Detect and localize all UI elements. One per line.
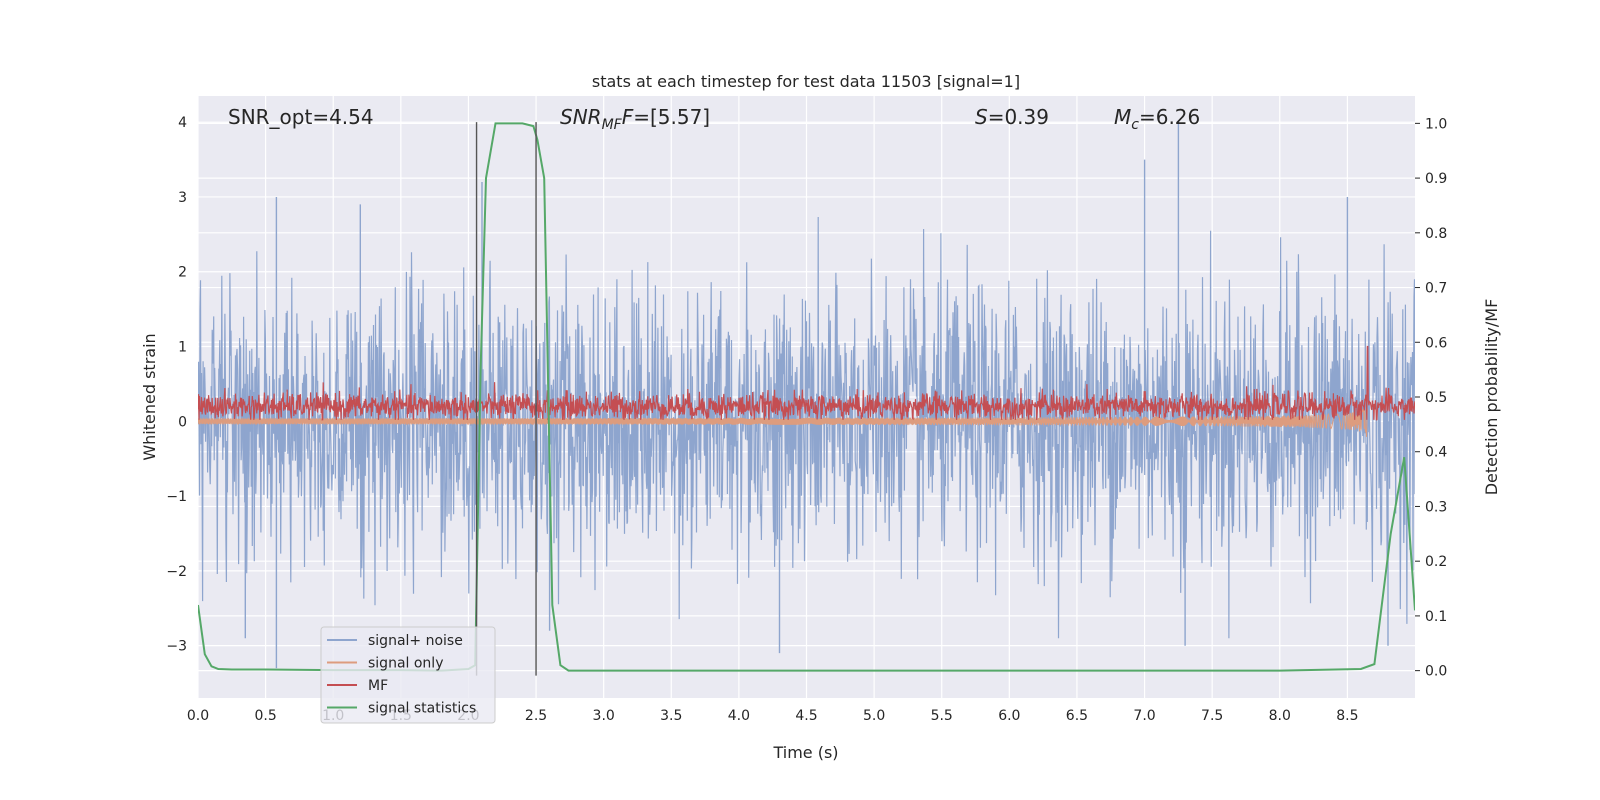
y-tick-label: 1 — [178, 340, 187, 356]
x-tick-label: 6.5 — [1066, 708, 1088, 724]
snr-mf-f: F — [622, 105, 634, 129]
signal-only-line — [198, 408, 1368, 437]
y-axis-ticks: −3 −2 −1 0 1 2 3 4 — [166, 115, 187, 654]
x-tick-label: 6.0 — [998, 708, 1020, 724]
s-value: =0.39 — [988, 105, 1049, 129]
snr-opt-annotation: SNR_opt=4.54 — [228, 105, 374, 129]
snr-mf-value: =[5.57] — [633, 105, 710, 129]
y-tick-label: −3 — [166, 639, 187, 655]
x-tick-label: 0.5 — [254, 708, 276, 724]
x-tick-label: 0.0 — [187, 708, 209, 724]
y-tick-label: 4 — [178, 115, 187, 131]
vertical-markers — [475, 122, 537, 676]
y2-tick-label: 0.7 — [1425, 281, 1447, 297]
signal-noise-line — [198, 216, 1415, 639]
y2-tick-label: 0.5 — [1425, 390, 1447, 406]
y2-tick-label: 0.8 — [1425, 226, 1447, 242]
y2-tick-label: 0.2 — [1425, 554, 1447, 570]
y2-tick-label: 0.3 — [1425, 499, 1447, 515]
x-tick-label: 3.5 — [660, 708, 682, 724]
legend-label: MF — [368, 678, 388, 694]
s-annotation: S=0.39 — [975, 105, 1049, 129]
x-tick-label: 5.5 — [931, 708, 953, 724]
snr-mf-subscript: MF — [602, 117, 623, 133]
mc-symbol: M — [1114, 105, 1131, 129]
y-tick-label: −2 — [166, 564, 187, 580]
y-axis-label: Whitened strain — [140, 333, 159, 460]
series-layer — [198, 122, 1415, 672]
x-tick-label: 4.0 — [728, 708, 750, 724]
x-tick-label: 2.5 — [525, 708, 547, 724]
snr-mf-annotation: SNRMFF=[5.57] — [560, 105, 710, 133]
legend: signal+ noise signal only MF signal statist… — [320, 626, 496, 724]
x-tick-label: 5.0 — [863, 708, 885, 724]
signal-statistics-line — [198, 122, 1415, 672]
legend-box — [320, 626, 496, 724]
x-tick-label: 8.0 — [1269, 708, 1291, 724]
mf-line — [198, 345, 1415, 421]
y2-tick-label: 0.1 — [1425, 609, 1447, 625]
y2-axis-label: Detection probability/MF — [1482, 299, 1501, 496]
chart-title: stats at each timestep for test data 115… — [592, 72, 1020, 91]
y2-tick-label: 0.0 — [1425, 664, 1447, 680]
y2-tick-label: 0.6 — [1425, 335, 1447, 351]
x-tick-label: 8.5 — [1336, 708, 1358, 724]
y-tick-label: −1 — [166, 489, 187, 505]
y-tick-label: 2 — [178, 265, 187, 281]
legend-label: signal statistics — [368, 701, 476, 717]
x-tick-label: 7.0 — [1133, 708, 1155, 724]
x-tick-label: 7.5 — [1201, 708, 1223, 724]
mc-subscript: c — [1131, 117, 1139, 133]
x-axis-label: Time (s) — [772, 743, 838, 762]
x-tick-label: 4.5 — [795, 708, 817, 724]
y-tick-label: 3 — [178, 190, 187, 206]
y2-tick-label: 0.9 — [1425, 171, 1447, 187]
legend-label: signal+ noise — [368, 633, 463, 649]
y-tick-label: 0 — [178, 414, 187, 430]
snr-mf-symbol: SNR — [560, 105, 602, 129]
y2-axis-ticks: 0.0 0.1 0.2 0.3 0.4 0.5 0.6 0.7 0.8 0.9 1.0 — [1415, 116, 1447, 680]
y2-tick-label: 1.0 — [1425, 116, 1447, 132]
mc-annotation: Mc=6.26 — [1114, 105, 1200, 133]
legend-label: signal only — [368, 656, 443, 672]
y2-tick-label: 0.4 — [1425, 445, 1447, 461]
s-symbol: S — [975, 105, 988, 129]
mc-value: =6.26 — [1139, 105, 1200, 129]
x-tick-label: 3.0 — [593, 708, 615, 724]
